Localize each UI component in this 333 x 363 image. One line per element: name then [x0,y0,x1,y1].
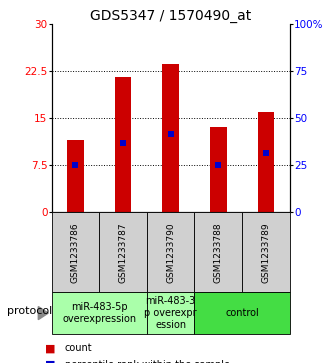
Bar [210,127,227,212]
Text: ■: ■ [45,343,56,354]
Text: GSM1233787: GSM1233787 [119,222,128,283]
Text: GSM1233786: GSM1233786 [71,222,80,283]
Text: miR-483-5p
overexpression: miR-483-5p overexpression [62,302,136,324]
Bar [67,140,84,212]
Bar [257,112,274,212]
Title: GDS5347 / 1570490_at: GDS5347 / 1570490_at [90,9,251,23]
Text: percentile rank within the sample: percentile rank within the sample [65,360,230,363]
Polygon shape [38,306,48,320]
Text: miR-483-3
p overexpr
ession: miR-483-3 p overexpr ession [144,297,197,330]
Text: protocol: protocol [7,306,52,316]
Text: GSM1233789: GSM1233789 [261,222,270,283]
Bar [115,77,132,212]
Bar [162,65,179,212]
Text: count: count [65,343,93,354]
Text: control: control [225,308,259,318]
Text: GSM1233788: GSM1233788 [214,222,223,283]
Text: ■: ■ [45,360,56,363]
Text: GSM1233790: GSM1233790 [166,222,175,283]
